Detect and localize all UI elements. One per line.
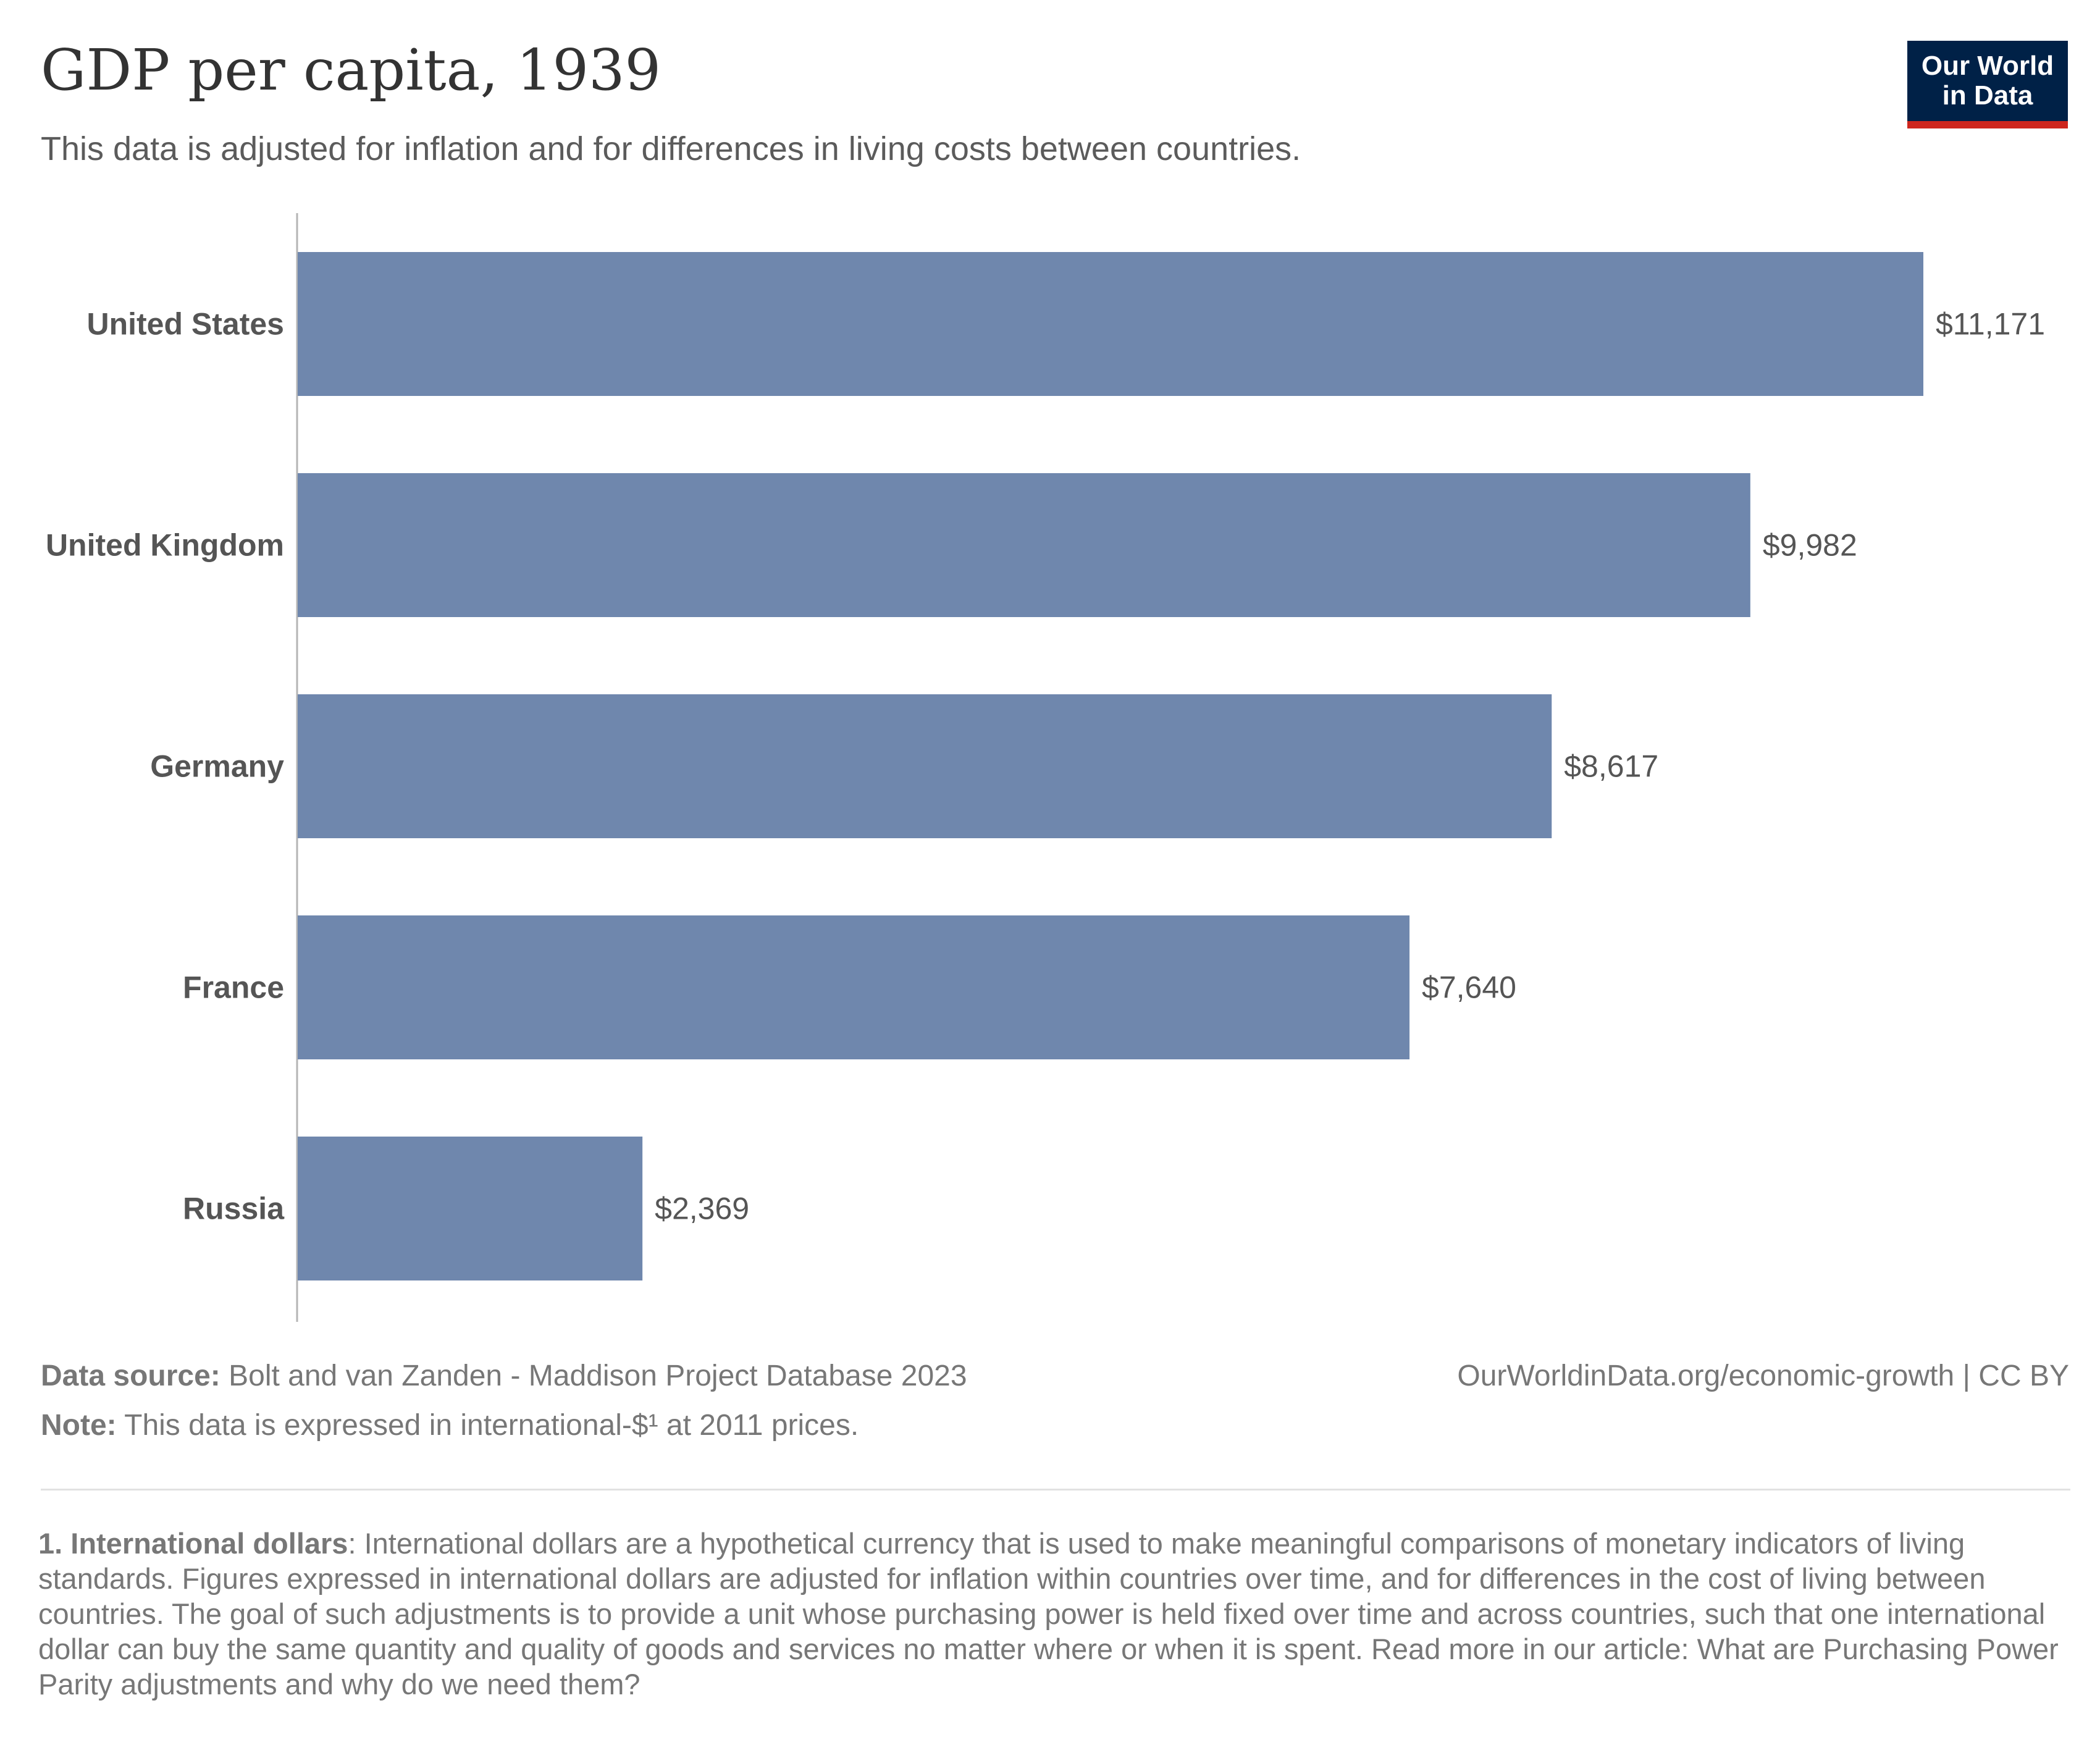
data-source-text: Bolt and van Zanden - Maddison Project D… — [229, 1360, 967, 1392]
category-label-united-states: United States — [86, 307, 284, 342]
bar-russia[interactable] — [298, 1137, 643, 1280]
category-label-germany: Germany — [150, 749, 284, 784]
license-text: | CC BY — [1962, 1360, 2070, 1392]
owid-logo[interactable]: Our World in Data — [1907, 41, 2068, 128]
logo-line-2: in Data — [1942, 80, 2033, 111]
category-label-united-kingdom: United Kingdom — [46, 528, 284, 563]
value-label-russia: $2,369 — [655, 1192, 749, 1226]
category-label-france: France — [183, 970, 284, 1005]
note: Note: This data is expressed in internat… — [41, 1408, 859, 1442]
value-label-germany: $8,617 — [1564, 749, 1658, 784]
value-label-france: $7,640 — [1422, 970, 1516, 1005]
bar-united-kingdom[interactable] — [298, 473, 1750, 617]
footnote: 1. International dollars: International … — [38, 1526, 2070, 1702]
category-label-russia: Russia — [183, 1192, 285, 1226]
bar-germany[interactable] — [298, 694, 1552, 838]
footer-divider — [41, 1489, 2070, 1491]
value-label-united-kingdom: $9,982 — [1763, 528, 1857, 563]
note-text: This data is expressed in international-… — [124, 1409, 859, 1442]
chart-title: GDP per capita, 1939 — [41, 37, 662, 103]
logo-line-1: Our World — [1921, 51, 2054, 81]
chart-subtitle: This data is adjusted for inflation and … — [41, 130, 1301, 167]
footer-link: OurWorldinData.org/economic-growth | CC … — [1457, 1359, 2069, 1393]
data-source: Data source: Bolt and van Zanden - Maddi… — [41, 1359, 967, 1393]
data-source-label: Data source: — [41, 1360, 220, 1392]
url-link[interactable]: OurWorldinData.org/economic-growth — [1457, 1360, 1955, 1392]
note-label: Note: — [41, 1409, 117, 1442]
bar-united-states[interactable] — [298, 252, 1923, 396]
footnote-label: 1. International dollars — [38, 1527, 348, 1560]
bar-chart: United States $11,171 United Kingdom $9,982… — [46, 213, 2045, 1322]
footnote-text: : International dollars are a hypothetic… — [38, 1527, 2059, 1701]
bar-france[interactable] — [298, 915, 1410, 1059]
value-label-united-states: $11,171 — [1936, 307, 2045, 342]
